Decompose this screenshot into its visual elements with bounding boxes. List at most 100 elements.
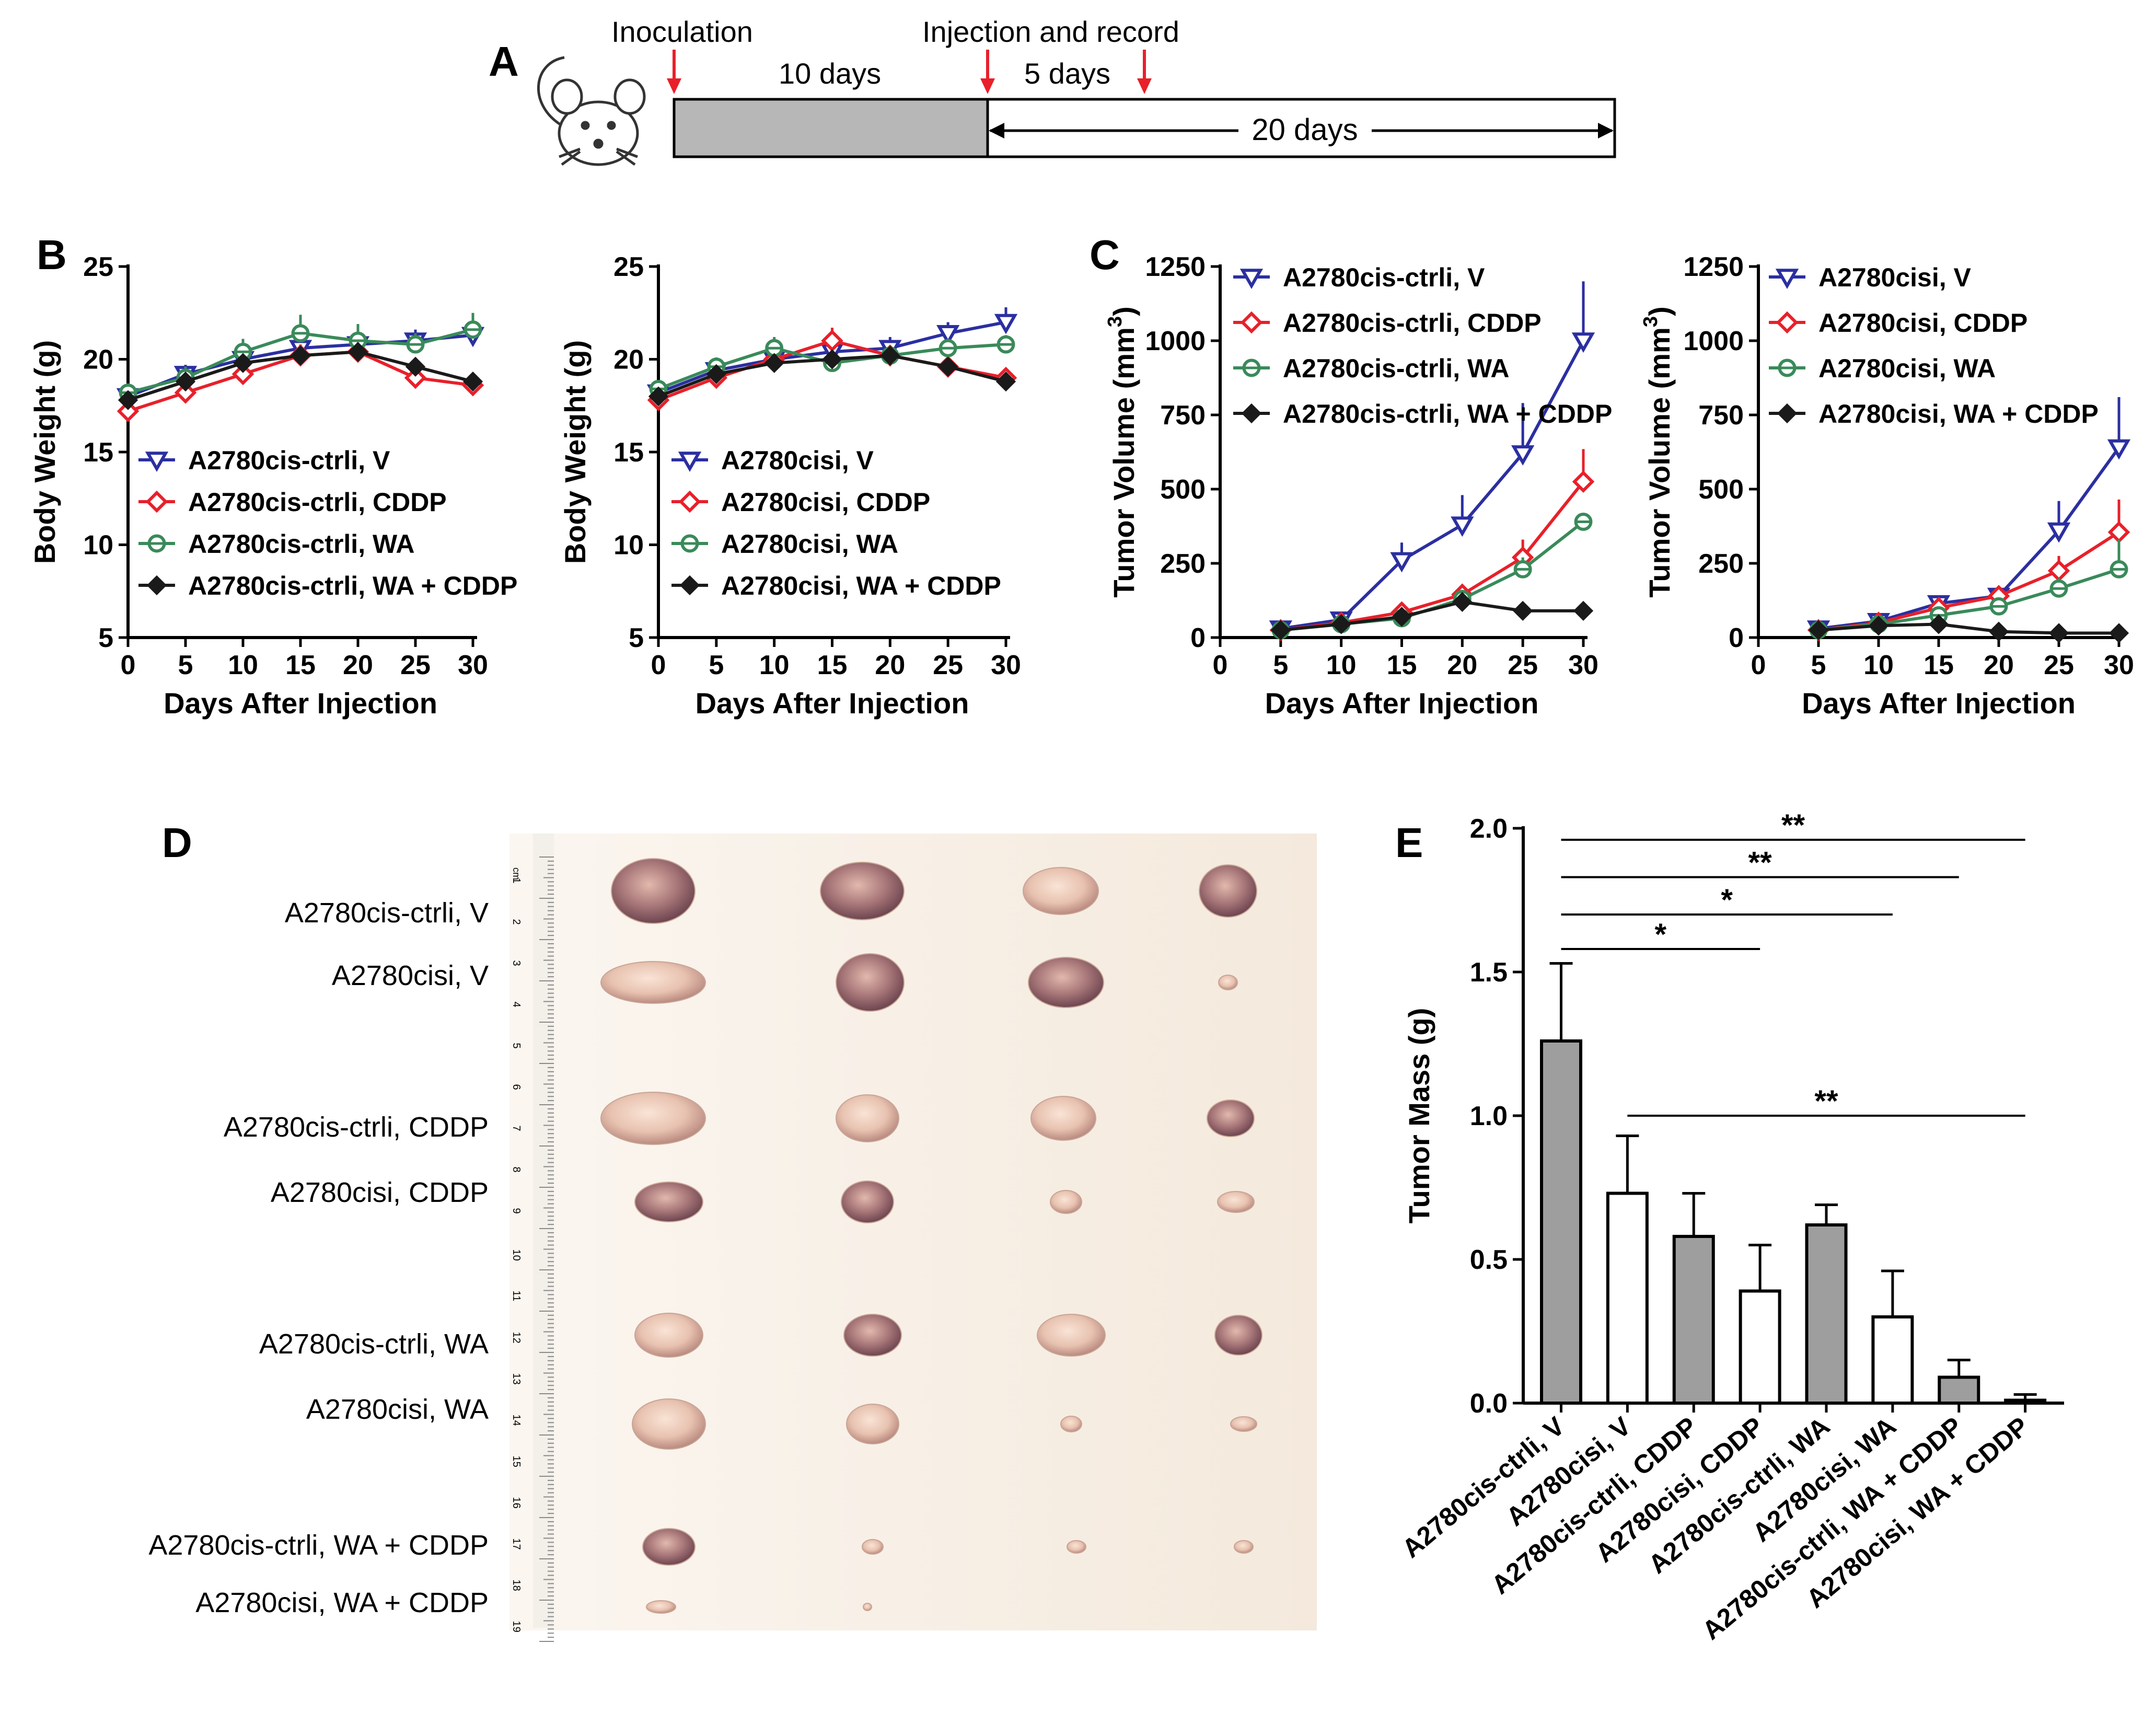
data-point (291, 324, 310, 343)
series-line (1280, 340, 1585, 630)
y-tick-label: 1250 (1683, 252, 1744, 282)
panel-label-c: C (1090, 232, 1120, 278)
injection-arrow (980, 50, 995, 94)
data-point (1511, 445, 1535, 466)
x-tick-label: 15 (817, 650, 848, 680)
y-tick-label: 0.5 (1470, 1245, 1508, 1275)
y-axis-title-superscript: 3 (1104, 316, 1126, 327)
y-axis-title-superscript: 3 (1640, 316, 1662, 327)
data-point (706, 364, 726, 385)
photo-row-label: A2780cisi, WA (306, 1394, 489, 1425)
legend-marker (147, 534, 166, 553)
y-tick-label: 25 (83, 252, 113, 282)
legend-marker (1778, 358, 1797, 377)
bar (1606, 1191, 1649, 1405)
ruler-number: 6 (511, 1084, 522, 1090)
significance-label: ** (1748, 846, 1772, 880)
data-point (174, 381, 197, 404)
x-tick-label: 0 (651, 650, 666, 680)
x-tick-label: 20 (1447, 650, 1477, 680)
y-tick-label: 500 (1160, 474, 1206, 505)
ruler-number: 5 (511, 1043, 522, 1049)
ruler-number: 16 (511, 1497, 522, 1509)
y-tick-label: 250 (1698, 549, 1744, 579)
bar (1938, 1375, 1980, 1405)
tumor (1207, 1100, 1255, 1137)
x-tick-label: 10 (228, 650, 258, 680)
legend-label: A2780cisi, CDDP (721, 488, 930, 517)
ruler-number: 10 (511, 1249, 522, 1261)
panel-label-b: B (37, 232, 67, 278)
series-WACDDP (118, 342, 483, 410)
bar (2004, 1398, 2047, 1405)
legend-marker (680, 534, 699, 553)
legend-marker (1777, 403, 1798, 424)
significance-label: * (1655, 918, 1667, 952)
y-axis-title: Tumor Mass (g) (1403, 1008, 1435, 1224)
legend-marker (1241, 403, 1262, 424)
data-point (1452, 592, 1473, 612)
x-tick-label: 25 (400, 650, 431, 680)
inoculation-arrow (667, 50, 681, 94)
tumor (1218, 975, 1238, 990)
x-tick-label: 10 (1863, 650, 1894, 680)
data-point (234, 342, 252, 361)
legend-label: A2780cis-ctrli, WA + CDDP (1283, 399, 1612, 429)
data-point (406, 335, 425, 354)
legend-marker (1776, 311, 1799, 334)
data-point (2047, 522, 2071, 543)
data-point (1928, 614, 1949, 634)
y-tick-label: 20 (613, 345, 644, 375)
y-tick-label: 1.5 (1470, 957, 1508, 988)
panel-a-timeline: A 20 days Inoculati (489, 15, 1616, 166)
data-point (175, 371, 196, 392)
ruler-number: 7 (511, 1126, 522, 1131)
data-point (764, 353, 784, 373)
tumor (1067, 1540, 1086, 1554)
tumor (1199, 864, 1257, 918)
ruler-number: 14 (511, 1415, 522, 1426)
tumor (634, 1182, 703, 1222)
data-point (939, 339, 957, 357)
data-point (117, 400, 140, 423)
y-tick-label: 0 (1190, 623, 1206, 653)
data-point (118, 390, 138, 410)
ruler-number: 18 (511, 1580, 522, 1591)
y-tick-label: 25 (613, 252, 644, 282)
data-point (349, 331, 367, 350)
ruler-number: 3 (511, 960, 522, 966)
y-axis-title-part: ) (1107, 306, 1140, 316)
legend-label: A2780cis-ctrli, WA + CDDP (188, 571, 517, 600)
tumor (1028, 957, 1104, 1008)
legend-label: A2780cis-ctrli, CDDP (1283, 308, 1542, 338)
data-point (2107, 521, 2130, 543)
y-tick-label: 750 (1698, 400, 1744, 431)
legend-label: A2780cis-ctrli, WA (1283, 354, 1510, 383)
y-tick-label: 750 (1160, 400, 1206, 431)
data-point (936, 325, 960, 345)
data-point (231, 363, 254, 386)
x-tick-label: 30 (991, 650, 1021, 680)
y-tick-label: 1000 (1145, 326, 1206, 356)
data-point (880, 345, 900, 366)
ruler-number: 17 (511, 1538, 522, 1550)
tumor (862, 1539, 884, 1555)
tumor (634, 1313, 703, 1358)
photo-row-label: A2780cis-ctrli, WA (259, 1328, 489, 1360)
tumor (642, 1528, 696, 1566)
inoculation-label: Inoculation (611, 15, 753, 48)
data-point (2047, 559, 2070, 582)
ruler-number: 8 (511, 1167, 522, 1173)
x-tick-label: 10 (759, 650, 790, 680)
y-tick-label: 0.0 (1470, 1388, 1508, 1419)
legend-label: A2780cisi, V (721, 446, 874, 475)
tumor (646, 1600, 676, 1614)
legend-label: A2780cisi, V (1818, 263, 1972, 292)
tumor-volume-chart-cisi: 0 5 10 15 20 25 30 0 250 500 750 1000 1250 Days After… (1640, 252, 2134, 720)
x-tick-label: 25 (2044, 650, 2074, 680)
legend-marker (145, 452, 169, 472)
ruler-number: 15 (511, 1456, 522, 1467)
ruler-number: 19 (511, 1621, 522, 1633)
y-tick-label: 500 (1698, 474, 1744, 505)
